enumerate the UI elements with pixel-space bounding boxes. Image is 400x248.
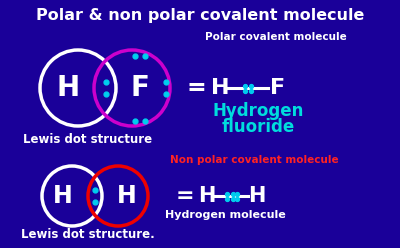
Text: Hydrogen: Hydrogen xyxy=(212,102,304,120)
Text: Polar covalent molecule: Polar covalent molecule xyxy=(205,32,347,42)
Text: H: H xyxy=(56,74,80,102)
Text: Non polar covalent molecule: Non polar covalent molecule xyxy=(170,155,339,165)
Text: F: F xyxy=(270,78,286,98)
Text: fluoride: fluoride xyxy=(221,118,295,136)
Text: H: H xyxy=(117,184,137,208)
Text: F: F xyxy=(130,74,150,102)
Text: Polar & non polar covalent molecule: Polar & non polar covalent molecule xyxy=(36,8,364,23)
Text: H: H xyxy=(211,78,229,98)
Text: =: = xyxy=(186,76,206,100)
Text: H: H xyxy=(198,186,216,206)
Text: =: = xyxy=(176,186,194,206)
Text: H: H xyxy=(248,186,266,206)
Text: H: H xyxy=(53,184,73,208)
Text: Lewis dot structure: Lewis dot structure xyxy=(24,133,152,146)
Text: Hydrogen molecule: Hydrogen molecule xyxy=(165,210,285,220)
Text: Lewis dot structure.: Lewis dot structure. xyxy=(21,228,155,241)
